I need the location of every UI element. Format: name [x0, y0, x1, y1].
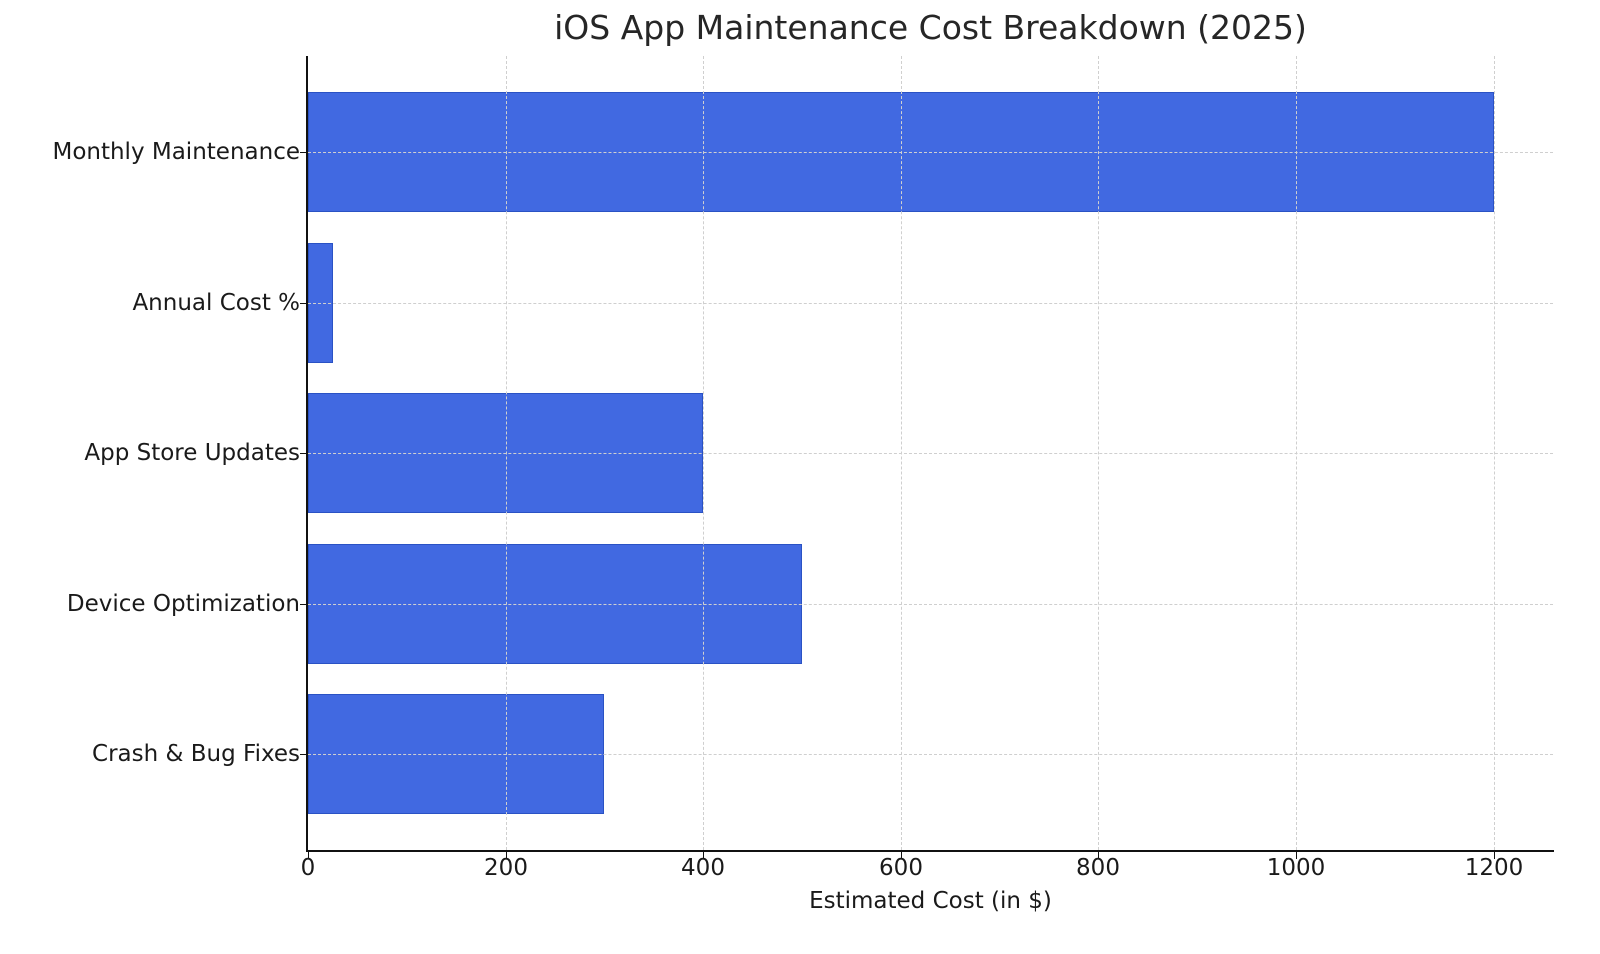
x-tick-mark [1098, 852, 1099, 859]
x-tick-mark [308, 852, 309, 859]
x-tick-mark [901, 852, 902, 859]
y-tick-mark [300, 303, 307, 304]
x-tick-label: 200 [484, 855, 528, 881]
x-tick-label: 1200 [1464, 855, 1524, 881]
x-tick-mark [1494, 852, 1495, 859]
x-tick-label: 1000 [1266, 855, 1326, 881]
y-tick-label: Annual Cost % [132, 290, 300, 316]
x-tick-label: 0 [300, 855, 316, 881]
x-tick-label: 600 [879, 855, 923, 881]
x-tick-mark [506, 852, 507, 859]
x-tick-label: 400 [681, 855, 725, 881]
horizontal-grid-line [308, 152, 1553, 153]
horizontal-grid-line [308, 453, 1553, 454]
horizontal-grid-line [308, 303, 1553, 304]
horizontal-grid-line [308, 754, 1553, 755]
y-tick-mark [300, 152, 307, 153]
y-tick-mark [300, 604, 307, 605]
y-tick-label: Device Optimization [66, 591, 300, 617]
x-axis-line [306, 850, 1554, 852]
y-tick-label: Monthly Maintenance [52, 139, 300, 165]
y-tick-label: Crash & Bug Fixes [92, 741, 300, 767]
horizontal-grid-line [308, 604, 1553, 605]
x-tick-label: 800 [1076, 855, 1120, 881]
chart-title: iOS App Maintenance Cost Breakdown (2025… [554, 8, 1307, 47]
y-tick-mark [300, 754, 307, 755]
y-tick-mark [300, 453, 307, 454]
x-tick-mark [703, 852, 704, 859]
y-axis-line [306, 56, 308, 852]
x-axis-label: Estimated Cost (in $) [809, 888, 1052, 914]
y-tick-label: App Store Updates [84, 440, 300, 466]
x-tick-mark [1296, 852, 1297, 859]
